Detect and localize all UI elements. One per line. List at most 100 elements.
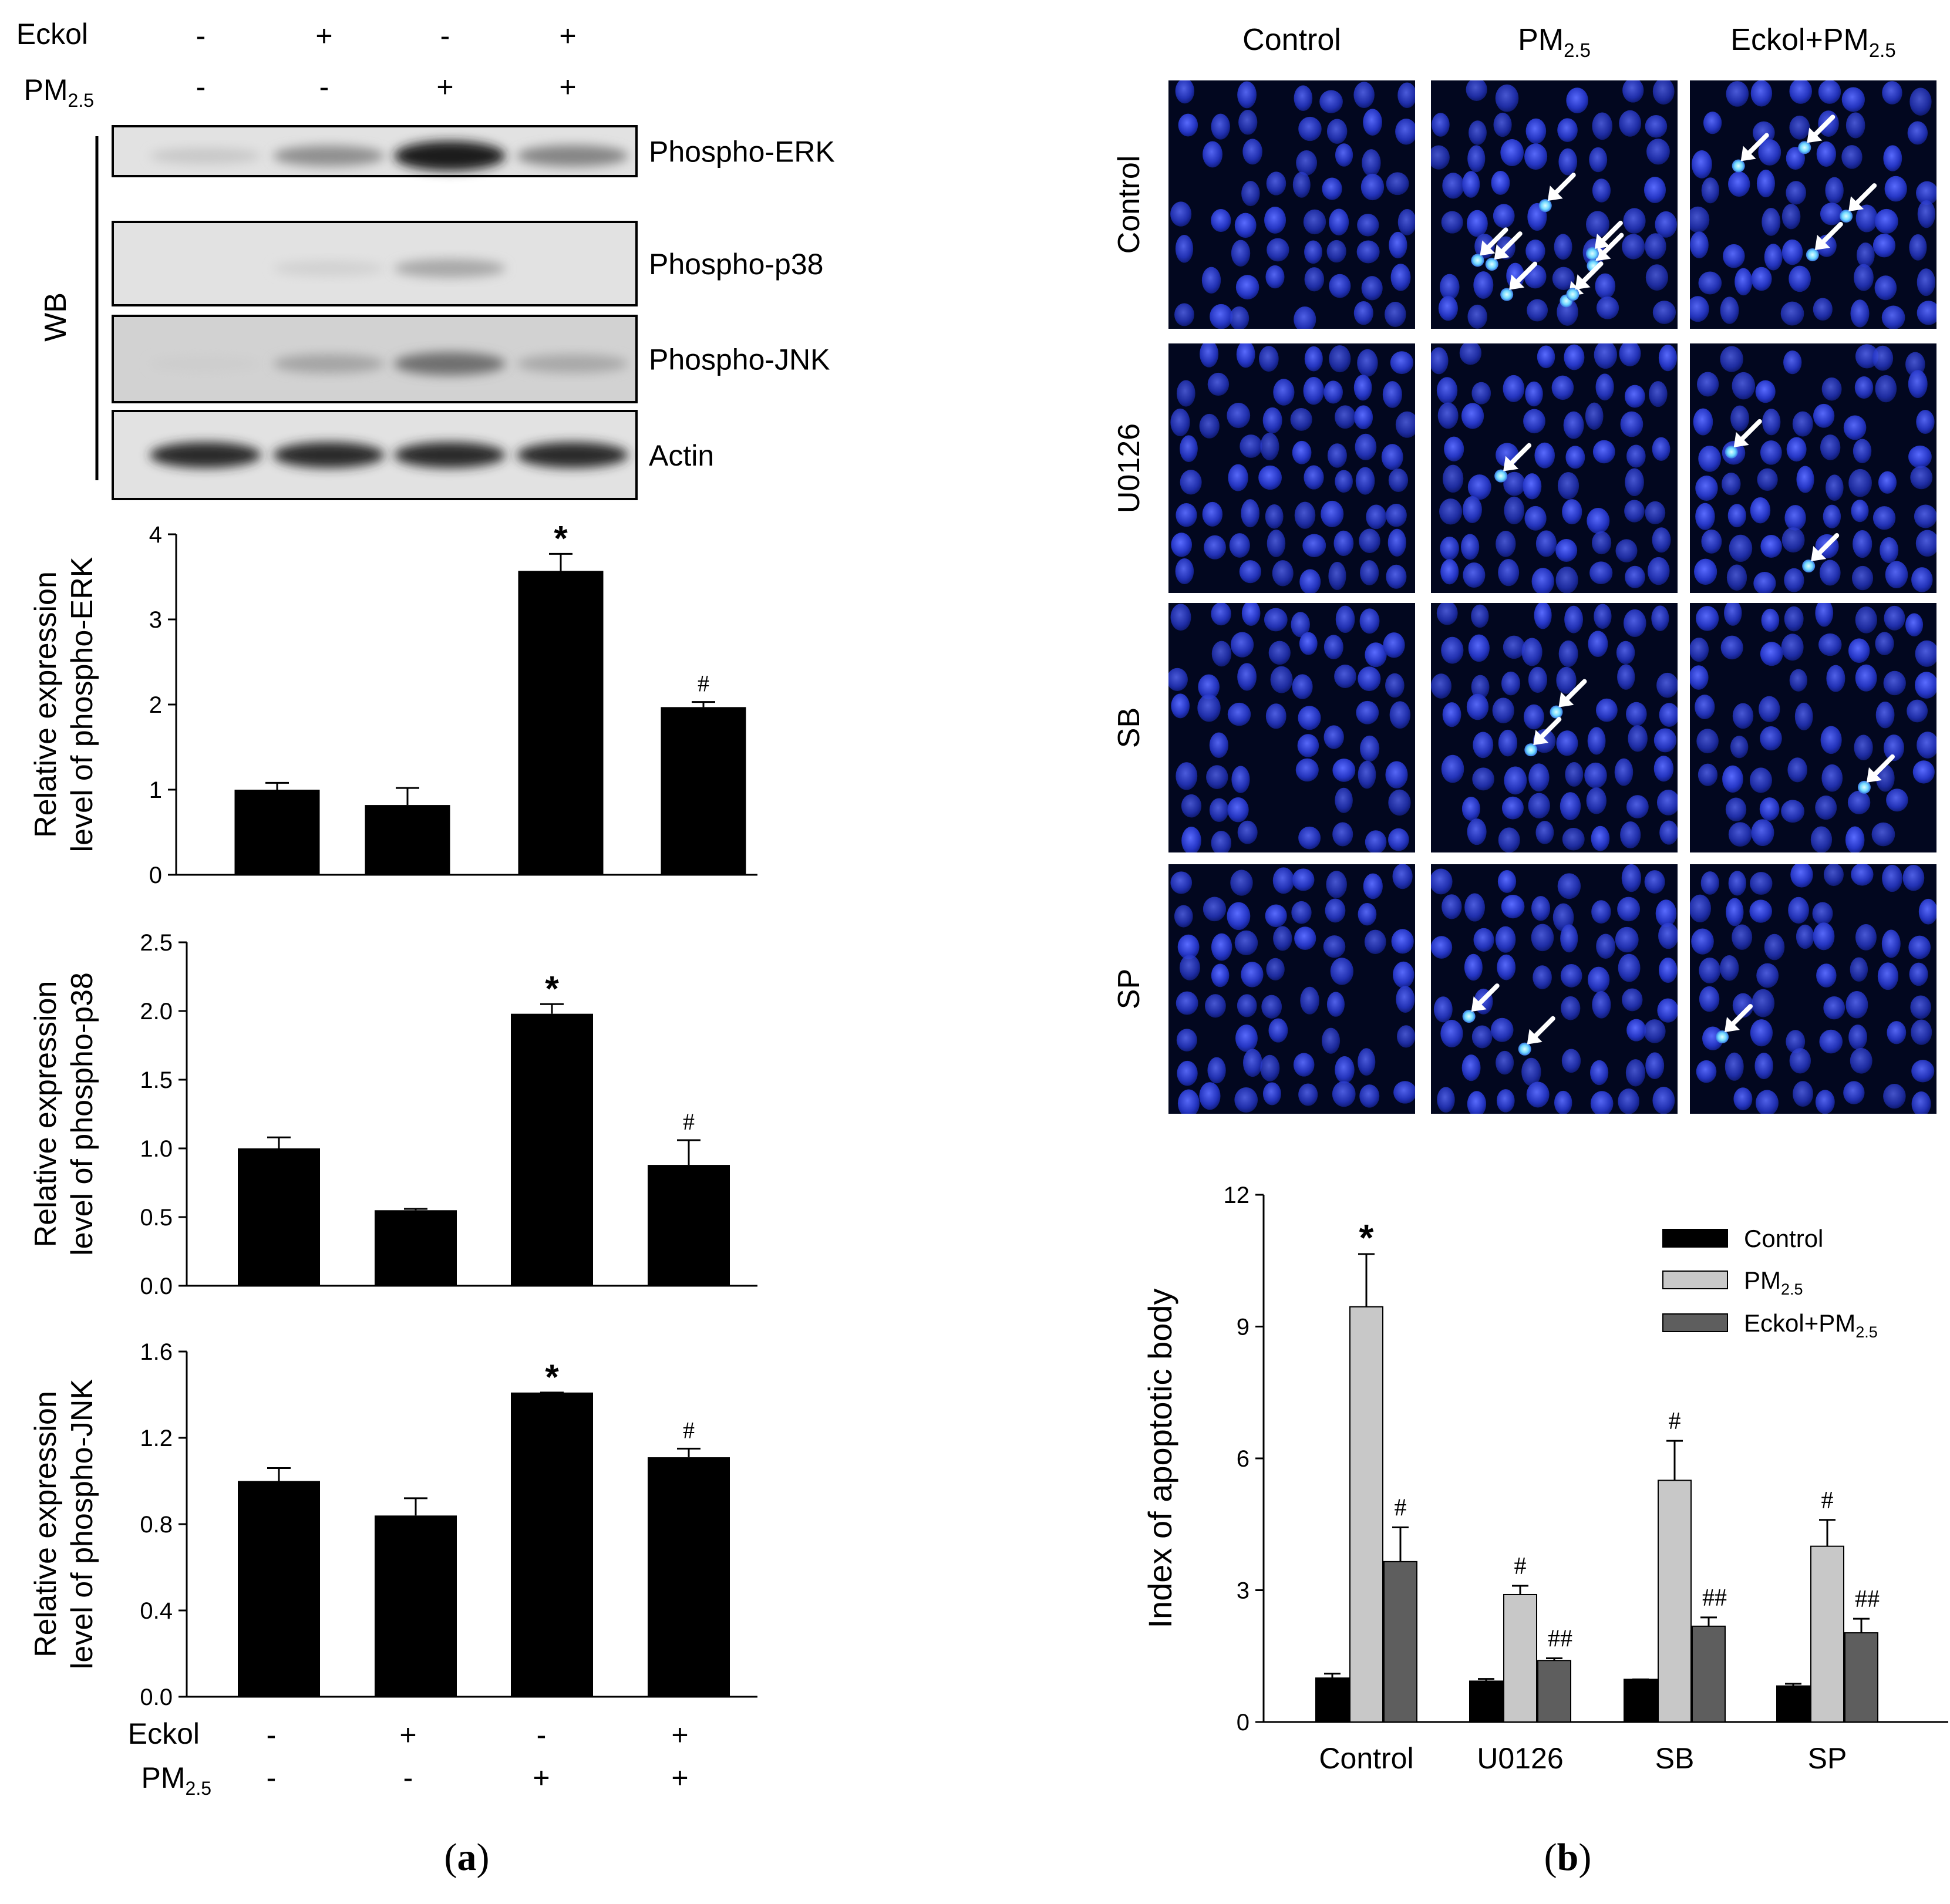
- nucleus: [1333, 530, 1354, 556]
- nucleus: [1585, 402, 1604, 430]
- nucleus: [1910, 995, 1931, 1019]
- nucleus: [1693, 408, 1713, 436]
- nucleus: [1557, 873, 1581, 899]
- pm-label-top-base: PM: [24, 73, 68, 106]
- nucleus: [1645, 1052, 1665, 1080]
- nucleus: [1851, 500, 1869, 523]
- nucleus: [1335, 787, 1353, 813]
- apoptotic-nucleus: [1732, 159, 1745, 173]
- nucleus: [1260, 1054, 1280, 1081]
- nucleus: [1749, 899, 1773, 923]
- nucleus: [1845, 991, 1868, 1019]
- nucleus: [1749, 767, 1772, 793]
- nucleus: [1503, 471, 1525, 496]
- nucleus: [1262, 407, 1282, 434]
- column-header-2: Eckol+PM2.5: [1730, 23, 1895, 61]
- nucleus: [1466, 693, 1489, 720]
- nucleus: [1595, 273, 1616, 299]
- white-arrow-head: [1509, 274, 1525, 290]
- nucleus: [1498, 559, 1520, 587]
- nucleus: [1793, 1081, 1813, 1107]
- nucleus: [1389, 701, 1411, 729]
- blot-row-2: Phospho-JNK: [112, 315, 830, 403]
- nucleus: [1552, 267, 1575, 291]
- blot-band-3-3: [517, 442, 628, 468]
- nucleus: [1729, 534, 1753, 562]
- nucleus: [1330, 958, 1354, 985]
- annotation-2-1: ##: [1548, 1625, 1572, 1652]
- bar-2-2: [1692, 1625, 1726, 1723]
- nucleus: [1727, 504, 1746, 528]
- nucleus: [1211, 831, 1232, 852]
- nucleus: [1528, 763, 1550, 792]
- nucleus: [1180, 435, 1198, 463]
- bar-1: [365, 805, 450, 875]
- micrograph-3-1: [1431, 864, 1678, 1114]
- column-header-1-base: PM: [1518, 23, 1564, 57]
- treatment-header-top: Eckol PM2.5 - + - + - - + +: [16, 18, 577, 111]
- nucleus: [1521, 638, 1543, 666]
- nucleus: [1442, 702, 1461, 727]
- nucleus: [1620, 821, 1641, 848]
- nucleus: [1438, 296, 1458, 321]
- nucleus: [1241, 603, 1261, 626]
- nucleus: [1645, 264, 1668, 291]
- nucleus: [1726, 898, 1744, 926]
- nucleus: [1617, 897, 1641, 922]
- nucleus: [1910, 466, 1933, 490]
- nucleus: [1531, 568, 1554, 593]
- nucleus: [1298, 826, 1321, 850]
- x-category-label-3: SP: [1808, 1742, 1847, 1775]
- nucleus: [1592, 991, 1611, 1019]
- y-tick-label-0: 0.0: [140, 1273, 173, 1299]
- micrograph-1-1: [1431, 343, 1678, 593]
- nucleus: [1696, 1060, 1717, 1083]
- nucleus: [1820, 434, 1841, 460]
- nucleus: [1268, 641, 1291, 665]
- nucleus: [1758, 139, 1781, 166]
- apoptotic-nucleus: [1802, 560, 1816, 573]
- nucleus: [1258, 465, 1282, 490]
- eckol-sign-top-0: -: [196, 19, 206, 52]
- nucleus: [1617, 664, 1635, 690]
- legend-label-1: PM2.5: [1744, 1266, 1803, 1298]
- blot-band-0-2: [394, 141, 506, 171]
- nucleus: [1615, 539, 1638, 562]
- nucleus: [1695, 695, 1715, 719]
- nucleus: [1796, 466, 1814, 493]
- eckol-label-bottom: Eckol: [128, 1717, 200, 1750]
- bar-1: [375, 1210, 457, 1286]
- nucleus: [1690, 638, 1709, 662]
- nucleus: [1386, 504, 1407, 527]
- y-axis-label-line-1: level of phospho-p38: [65, 972, 99, 1256]
- eckol-sign-bottom-0: -: [267, 1718, 277, 1751]
- nucleus: [1622, 234, 1645, 260]
- nucleus: [1461, 403, 1484, 429]
- nucleus: [1462, 171, 1480, 198]
- nucleus: [1440, 559, 1459, 585]
- nucleus: [1260, 433, 1279, 461]
- nucleus: [1365, 642, 1387, 668]
- nucleus: [1589, 561, 1613, 584]
- nucleus: [1823, 996, 1845, 1020]
- nucleus: [1294, 85, 1313, 112]
- nucleus: [1882, 865, 1902, 892]
- nucleus: [1720, 635, 1743, 660]
- nucleus: [1472, 767, 1494, 791]
- nucleus: [1466, 80, 1487, 102]
- white-arrow-head: [1848, 196, 1864, 212]
- nucleus: [1728, 822, 1752, 847]
- wb-group: WB: [39, 136, 99, 480]
- nucleus: [1180, 470, 1202, 495]
- nucleus: [1874, 208, 1898, 234]
- nucleus: [1363, 109, 1382, 136]
- panel-label-a-letter: a: [457, 1836, 477, 1879]
- nucleus: [1304, 267, 1325, 292]
- nucleus: [1241, 962, 1264, 988]
- nucleus: [1657, 998, 1678, 1023]
- nucleus: [1293, 1053, 1315, 1077]
- nucleus: [1566, 87, 1588, 113]
- nucleus: [1353, 301, 1373, 325]
- micrograph-cells-0-1: [1431, 80, 1677, 329]
- nucleus: [1357, 214, 1379, 237]
